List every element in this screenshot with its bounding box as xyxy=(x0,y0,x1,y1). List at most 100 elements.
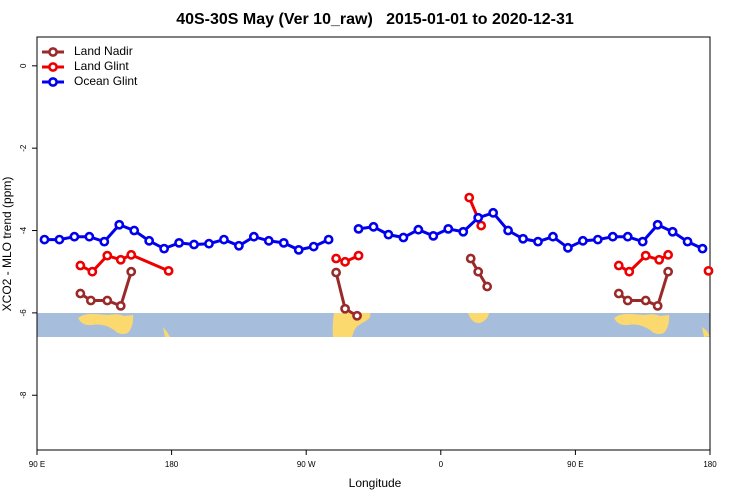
point xyxy=(331,253,342,264)
point xyxy=(126,249,137,260)
map-strip xyxy=(37,313,710,337)
chart-title: 40S-30S May (Ver 10_raw) 2015-01-01 to 2… xyxy=(176,11,574,28)
point xyxy=(592,234,603,245)
point xyxy=(233,240,244,251)
point xyxy=(482,281,493,292)
point xyxy=(39,234,50,245)
point xyxy=(129,225,140,236)
point xyxy=(640,295,651,306)
point xyxy=(174,237,184,248)
point xyxy=(548,231,558,242)
point xyxy=(622,295,633,306)
point xyxy=(443,223,454,234)
point xyxy=(465,253,476,264)
point xyxy=(126,266,137,277)
x-tick-label: 90 W xyxy=(297,460,316,469)
x-tick-label: 180 xyxy=(165,460,179,469)
point xyxy=(54,234,65,245)
point xyxy=(663,249,674,260)
point xyxy=(114,219,125,230)
y-tick-label: -6 xyxy=(19,309,28,317)
point xyxy=(697,243,708,254)
x-tick-label: 180 xyxy=(703,460,717,469)
point xyxy=(331,267,342,278)
legend-label: Land Glint xyxy=(74,59,129,73)
point xyxy=(613,288,624,299)
point xyxy=(428,230,439,241)
point xyxy=(323,234,334,245)
point xyxy=(102,250,113,261)
point xyxy=(622,231,633,242)
point xyxy=(652,300,663,311)
point xyxy=(85,295,96,306)
legend-label: Ocean Glint xyxy=(74,74,138,88)
point xyxy=(352,310,362,321)
point xyxy=(102,295,113,306)
point xyxy=(398,232,409,243)
point xyxy=(69,231,80,242)
point xyxy=(368,221,379,232)
y-tick-label: 0 xyxy=(19,63,28,68)
point xyxy=(518,233,528,244)
point xyxy=(219,234,229,245)
x-tick-label: 0 xyxy=(439,460,444,469)
point xyxy=(115,254,126,265)
y-tick-label: -2 xyxy=(19,144,28,152)
point xyxy=(75,288,86,299)
point xyxy=(413,224,424,235)
point xyxy=(654,254,665,265)
point xyxy=(637,236,648,247)
x-tick-label: 90 E xyxy=(29,460,45,469)
point xyxy=(163,265,174,276)
point xyxy=(115,300,126,311)
point xyxy=(293,244,304,255)
point xyxy=(353,223,364,234)
point xyxy=(652,219,663,230)
point xyxy=(383,229,394,240)
point xyxy=(159,243,170,254)
point xyxy=(144,235,155,246)
point xyxy=(624,266,635,277)
point xyxy=(87,266,98,277)
point xyxy=(248,231,259,242)
x-tick-label: 90 E xyxy=(567,460,583,469)
point xyxy=(607,231,618,242)
point xyxy=(533,236,543,247)
legend-marker xyxy=(48,47,58,57)
point xyxy=(663,266,674,277)
point xyxy=(458,226,469,237)
y-tick-label: -4 xyxy=(19,226,28,234)
point xyxy=(703,265,714,276)
point xyxy=(613,260,624,271)
point xyxy=(503,225,513,236)
point xyxy=(667,226,678,237)
point xyxy=(563,242,573,253)
point xyxy=(473,212,484,223)
point xyxy=(353,250,364,261)
point xyxy=(263,235,274,246)
point xyxy=(640,250,651,261)
point xyxy=(488,207,499,218)
point xyxy=(340,303,350,314)
point xyxy=(476,220,487,231)
point xyxy=(84,231,95,242)
point xyxy=(464,192,475,203)
point xyxy=(682,236,693,247)
point xyxy=(577,235,588,246)
legend-marker xyxy=(48,62,58,72)
legend-marker xyxy=(48,77,58,87)
point xyxy=(75,260,86,271)
y-tick-label: -8 xyxy=(19,391,28,399)
x-axis-title: Longitude xyxy=(349,476,402,490)
point xyxy=(189,239,199,250)
plot-frame xyxy=(36,36,711,451)
point xyxy=(204,238,214,249)
point xyxy=(278,237,289,248)
point xyxy=(99,236,110,247)
y-axis-title: XCO2 - MLO trend (ppm) xyxy=(0,177,14,312)
point xyxy=(340,256,350,267)
point xyxy=(308,241,319,252)
point xyxy=(473,266,484,277)
legend-label: Land Nadir xyxy=(74,44,133,58)
